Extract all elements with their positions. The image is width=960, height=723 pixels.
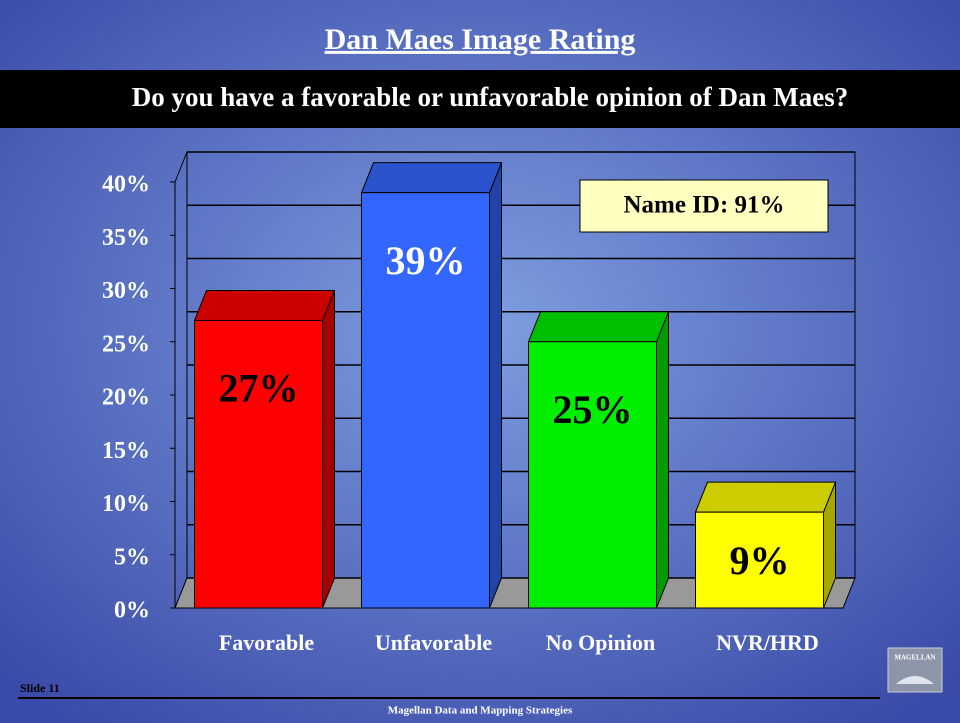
bar-side	[656, 311, 669, 609]
bar	[361, 192, 490, 609]
logo-icon	[896, 676, 934, 684]
logo-text: MAGELLAN	[894, 654, 935, 662]
question: Do you have a favorable or unfavorable o…	[132, 82, 849, 112]
plot: 0% 5% 10% 15% 20% 25% 30% 35% 40% 27% Favorable 39%…	[102, 151, 856, 655]
y-tick-label: 40%	[102, 172, 150, 198]
y-tick-label: 0%	[114, 598, 150, 624]
y-tick-label: 20%	[102, 385, 150, 411]
bar-top	[360, 162, 503, 194]
bar-top	[694, 481, 837, 513]
x-tick-label: Unfavorable	[375, 630, 493, 655]
annotation-box	[579, 179, 829, 233]
bar-top	[527, 311, 670, 343]
y-tick-label: 5%	[114, 544, 150, 570]
x-tick-label: Favorable	[219, 630, 315, 655]
value-label: 27%	[219, 366, 299, 411]
x-tick-label: No Opinion	[546, 630, 655, 655]
logo	[887, 647, 943, 693]
value-label: 9%	[730, 538, 790, 583]
title: Dan Maes Image Rating	[325, 23, 636, 56]
slide-number: Slide 11	[20, 681, 60, 695]
y-tick-label: 25%	[102, 331, 150, 357]
bar	[695, 511, 824, 609]
y-tick-label: 10%	[102, 491, 150, 517]
bar-side	[322, 290, 335, 609]
y-tick-label: 15%	[102, 438, 150, 464]
y-tick-label: 35%	[102, 225, 150, 251]
x-tick-label: NVR/HRD	[716, 630, 819, 655]
y-tick-label: 30%	[102, 278, 150, 304]
footer-source: Magellan Data and Mapping Strategies	[388, 705, 573, 717]
annotation: Name ID: 91%	[623, 192, 784, 219]
bar-top	[193, 289, 336, 321]
value-label: 39%	[386, 238, 466, 283]
bar	[194, 319, 323, 609]
value-label: 25%	[553, 387, 633, 432]
question-band	[0, 70, 960, 128]
bar-side	[489, 162, 502, 609]
bar	[528, 341, 657, 609]
